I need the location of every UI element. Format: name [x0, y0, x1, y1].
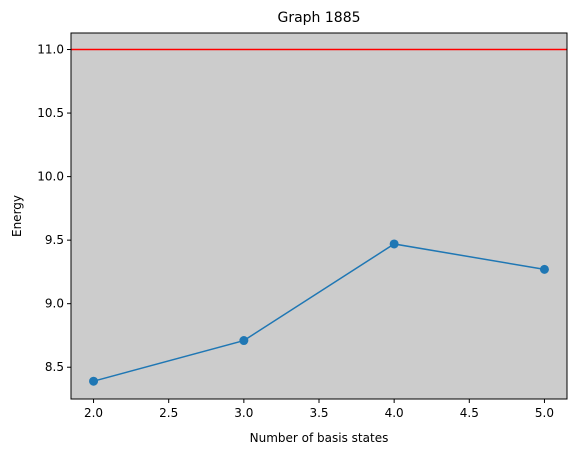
y-tick-label: 9.5 [45, 233, 64, 247]
x-axis-ticks: 2.0 2.5 3.0 3.5 4.0 4.5 5.0 [84, 399, 554, 420]
y-axis-label: Energy [10, 195, 24, 237]
x-axis-label: Number of basis states [250, 431, 389, 445]
chart-title: Graph 1885 [277, 10, 360, 26]
x-tick-label: 3.0 [234, 406, 253, 420]
y-tick-label: 10.0 [37, 170, 64, 184]
x-tick-label: 4.5 [460, 406, 479, 420]
data-point [89, 377, 98, 386]
x-tick-label: 5.0 [535, 406, 554, 420]
plot-background [71, 33, 567, 399]
data-point [540, 265, 549, 274]
y-tick-label: 10.5 [37, 106, 64, 120]
y-tick-label: 11.0 [37, 43, 64, 57]
y-tick-label: 9.0 [45, 297, 64, 311]
data-point [390, 239, 399, 248]
data-point [239, 336, 248, 345]
x-tick-label: 2.5 [159, 406, 178, 420]
x-tick-label: 3.5 [309, 406, 328, 420]
y-axis-ticks: 8.5 9.0 9.5 10.0 10.5 11.0 [37, 43, 71, 375]
x-tick-label: 2.0 [84, 406, 103, 420]
y-tick-label: 8.5 [45, 360, 64, 374]
x-tick-label: 4.0 [385, 406, 404, 420]
